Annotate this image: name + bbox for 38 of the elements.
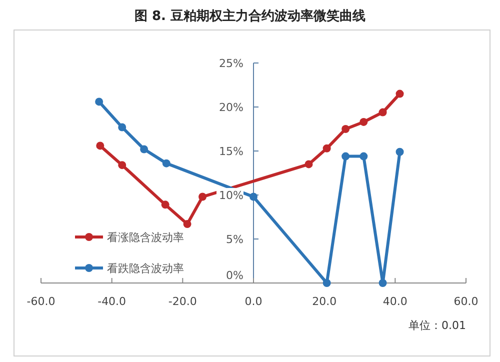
point bbox=[378, 279, 387, 287]
text: 单位：0.01 bbox=[408, 319, 466, 332]
point bbox=[342, 152, 350, 160]
x-tick-label: 20.0 bbox=[312, 295, 337, 308]
point bbox=[396, 90, 404, 98]
point bbox=[304, 160, 313, 168]
point bbox=[162, 159, 170, 168]
x-tick-label: -20.0 bbox=[168, 295, 197, 308]
point bbox=[198, 192, 206, 201]
y-tick-label: 20% bbox=[219, 101, 244, 114]
x-tick-label: 60.0 bbox=[454, 295, 478, 308]
point bbox=[95, 98, 104, 106]
x-tick-label: 0.0 bbox=[244, 295, 262, 308]
y-tick-label: 0% bbox=[226, 269, 244, 282]
point bbox=[360, 152, 368, 160]
x-tick-label: 40.0 bbox=[382, 295, 408, 308]
point bbox=[360, 118, 368, 126]
point bbox=[322, 144, 331, 152]
point bbox=[161, 200, 170, 209]
point bbox=[118, 161, 126, 170]
point bbox=[118, 123, 126, 132]
legend-label: 看跌隐含波动率 bbox=[107, 262, 184, 275]
y-tick-label: 15% bbox=[219, 145, 244, 158]
point bbox=[322, 279, 331, 287]
y-tick-label: 25% bbox=[219, 57, 244, 70]
y-tick-label: 10% bbox=[219, 189, 244, 202]
legend-label: 看涨隐含波动率 bbox=[107, 231, 184, 244]
point bbox=[183, 220, 192, 228]
point bbox=[378, 108, 387, 116]
point bbox=[396, 148, 404, 156]
x-tick-label: -60.0 bbox=[26, 295, 56, 308]
x-tick-label: -40.0 bbox=[98, 295, 126, 308]
y-tick-label: 5% bbox=[226, 233, 244, 246]
point bbox=[250, 192, 258, 201]
point bbox=[140, 145, 148, 154]
point bbox=[96, 142, 104, 150]
point bbox=[342, 125, 350, 133]
chart-title: 图 8. 豆粕期权主力合约波动率微笑曲线 bbox=[134, 8, 366, 24]
